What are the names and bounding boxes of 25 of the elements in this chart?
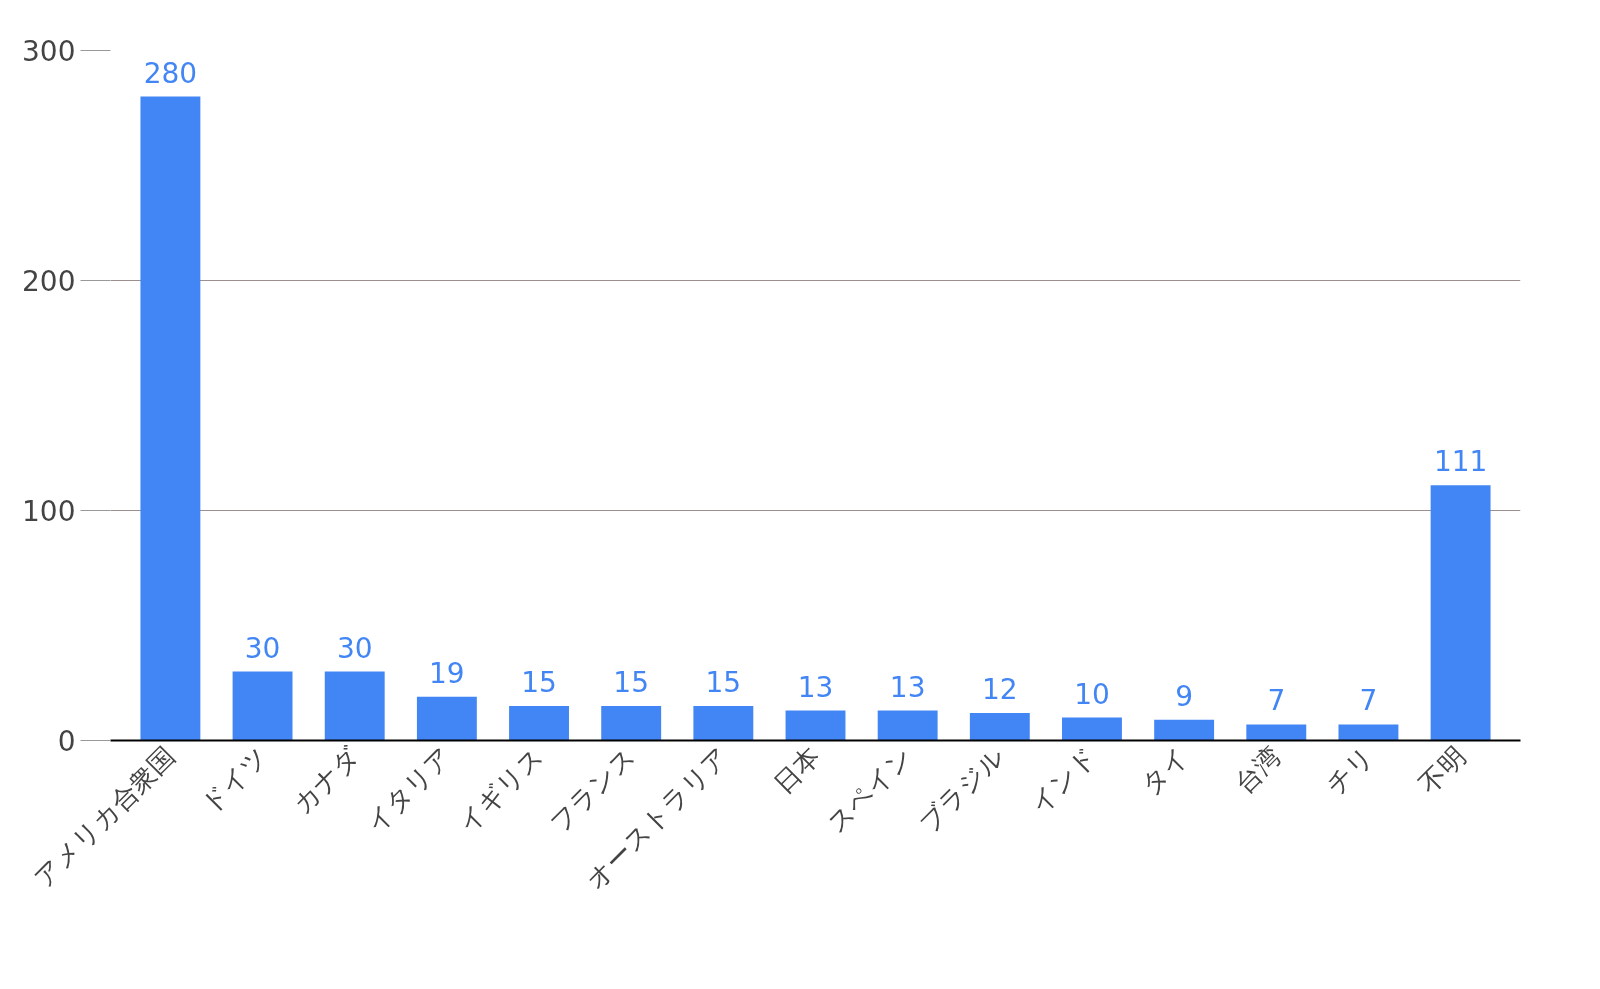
- data-label: 15: [705, 666, 742, 699]
- x-tick-label: 不明: [1413, 740, 1472, 799]
- data-label: 7: [1267, 684, 1286, 718]
- data-label: 10: [1074, 677, 1110, 711]
- data-label: 13: [889, 670, 926, 704]
- data-label: 30: [244, 631, 281, 665]
- x-tick-label: 台湾: [1228, 740, 1287, 799]
- data-label: 7: [1359, 684, 1378, 718]
- data-label: 15: [521, 666, 557, 699]
- data-label: 111: [1433, 445, 1488, 479]
- data-label: 30: [336, 631, 373, 665]
- y-tick-label: 100: [22, 495, 76, 528]
- data-label: 9: [1175, 679, 1194, 713]
- x-tick-label: チリ: [1319, 740, 1380, 801]
- data-label: 19: [429, 656, 465, 690]
- data-label: 15: [613, 666, 650, 699]
- x-tick-label: インド: [1024, 740, 1103, 820]
- x-tick-label: ドイツ: [194, 740, 274, 820]
- y-tick-label: 0: [57, 725, 76, 758]
- data-label: 12: [982, 672, 1018, 706]
- data-label: 13: [797, 670, 834, 704]
- y-tick-label: 200: [22, 265, 76, 298]
- x-tick-label: タイ: [1135, 740, 1195, 801]
- data-label: 280: [143, 56, 198, 90]
- y-tick-label: 300: [22, 35, 76, 68]
